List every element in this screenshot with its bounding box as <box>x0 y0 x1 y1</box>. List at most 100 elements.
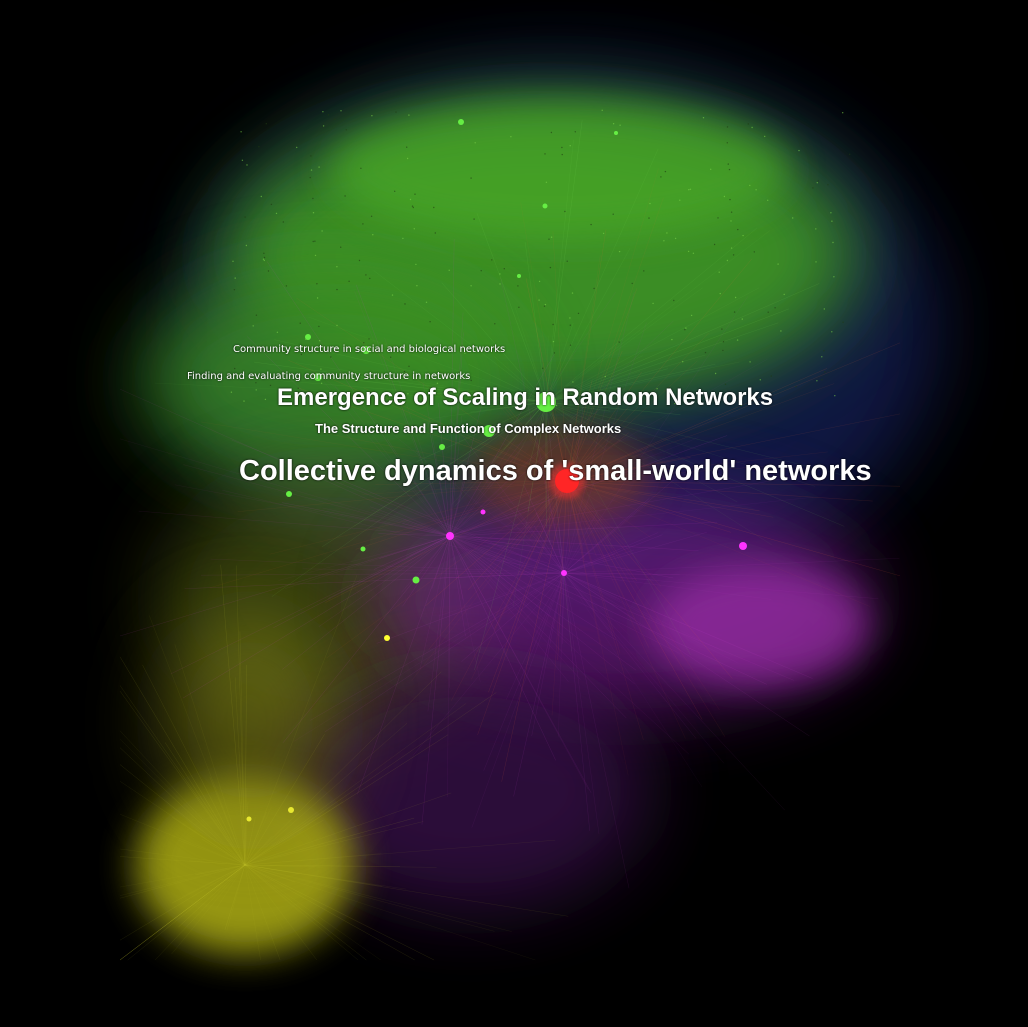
edge-line <box>563 558 900 574</box>
purple-cluster-lower <box>290 670 650 910</box>
node-speck <box>300 353 303 356</box>
edge-line <box>545 227 757 403</box>
node-speck <box>395 111 397 113</box>
edge-line <box>244 792 452 866</box>
edge-line <box>119 764 246 866</box>
edge-line <box>454 480 568 522</box>
node-speck <box>733 311 736 313</box>
edge-line <box>327 535 451 599</box>
edge-line <box>201 838 246 866</box>
edge-line <box>563 572 703 788</box>
edge-line <box>492 393 568 482</box>
node-speck <box>572 381 574 383</box>
node-speck <box>263 259 265 262</box>
node-speck <box>671 338 673 341</box>
node-speck <box>593 287 595 290</box>
edge-line <box>210 558 565 574</box>
node-speck <box>244 216 246 218</box>
node-speck <box>494 323 496 325</box>
edge-line <box>545 139 574 403</box>
purple-cluster-right <box>650 565 870 685</box>
node-yellow <box>246 816 252 822</box>
node-speck <box>812 187 814 189</box>
edge-line <box>451 480 568 701</box>
node-speck <box>394 190 396 192</box>
node-speck <box>236 345 238 348</box>
node-speck <box>792 217 794 219</box>
edge-line <box>449 535 547 549</box>
edge-line <box>449 320 674 537</box>
node-speck <box>285 285 288 287</box>
edge-line <box>142 664 246 866</box>
node-speck <box>688 189 690 191</box>
edge-line <box>474 397 547 403</box>
node-speck <box>660 176 662 178</box>
edge-line <box>449 435 728 537</box>
node-structure-function <box>483 425 495 437</box>
edge-line <box>362 480 568 495</box>
edge-line <box>566 371 642 482</box>
node-speck <box>767 311 769 313</box>
node-speck <box>673 299 675 302</box>
node-speck <box>830 212 832 214</box>
edge-line <box>273 535 451 628</box>
edge-line <box>449 239 455 537</box>
edge-line <box>236 565 246 866</box>
node-speck <box>336 266 338 268</box>
node-speck <box>255 389 257 391</box>
node-speck <box>821 379 823 381</box>
node-speck <box>649 202 651 205</box>
edge-line <box>171 864 246 955</box>
node-speck <box>631 282 633 285</box>
label-community-finding: Finding and evaluating community structu… <box>187 371 471 382</box>
node-community-finding <box>314 373 322 381</box>
node-speck <box>684 329 686 331</box>
edge-line <box>545 335 549 403</box>
node-speck <box>407 393 409 395</box>
node-speck <box>553 352 556 354</box>
node-speck <box>464 352 466 354</box>
edge-line <box>563 291 635 574</box>
edge-line <box>244 692 497 866</box>
node-speck <box>316 283 318 285</box>
edge-line <box>449 535 466 637</box>
node-speck <box>269 384 272 387</box>
edge-line <box>483 572 565 771</box>
edge-line <box>421 535 451 825</box>
edge-line <box>244 821 424 866</box>
edge-line <box>563 296 748 574</box>
edge-line <box>119 747 246 866</box>
edge-line <box>545 323 574 403</box>
edge-line <box>244 864 401 867</box>
edge-line <box>438 572 565 617</box>
edge-line <box>471 572 565 828</box>
node-speck <box>780 330 782 332</box>
edge-line <box>479 401 547 477</box>
node-speck <box>724 383 727 385</box>
edge-line <box>449 521 718 537</box>
label-scaling: Emergence of Scaling in Random Networks <box>277 384 774 411</box>
edge-line <box>246 336 451 537</box>
edge-line <box>566 332 709 482</box>
edge-line <box>447 535 451 798</box>
edge-line <box>318 535 451 627</box>
node-speck <box>263 252 265 254</box>
edge-line <box>545 120 583 403</box>
edge-line <box>566 480 733 679</box>
edge-line <box>226 864 246 931</box>
edge-line <box>449 403 483 537</box>
edge-line <box>244 801 343 866</box>
node-speck <box>480 270 482 272</box>
edge-line <box>545 401 691 655</box>
edge-line <box>563 572 613 637</box>
edge-line <box>563 534 663 574</box>
node-speck <box>318 340 321 342</box>
edge-line <box>269 480 568 555</box>
edge-line <box>375 480 568 485</box>
node-speck <box>722 349 724 352</box>
edge-line <box>454 401 547 507</box>
node-speck <box>842 321 844 323</box>
node-speck <box>740 404 742 407</box>
edge-line <box>244 864 296 883</box>
edge-line <box>119 690 246 866</box>
